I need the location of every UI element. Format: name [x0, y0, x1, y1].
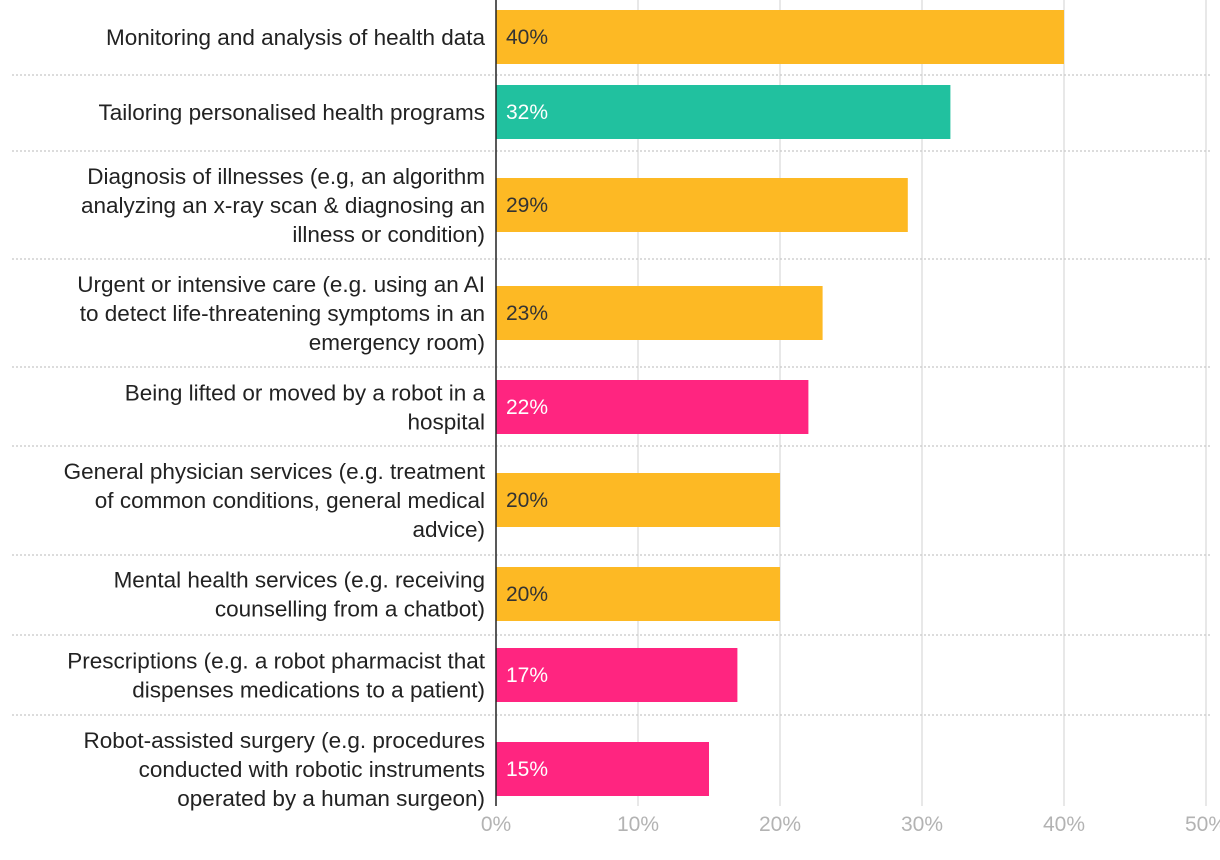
- category-label-line: of common conditions, general medical: [95, 488, 485, 513]
- category-label: Monitoring and analysis of health data: [106, 25, 485, 50]
- category-label-line: Robot-assisted surgery (e.g. procedures: [84, 728, 485, 753]
- category-label-line: conducted with robotic instruments: [139, 757, 485, 782]
- category-label: Diagnosis of illnesses (e.g, an algorith…: [81, 164, 485, 247]
- category-label: Being lifted or moved by a robot in a hos…: [125, 381, 486, 435]
- x-tick-label: 40%: [1043, 813, 1085, 836]
- category-label-line: counselling from a chatbot): [215, 597, 485, 622]
- bar: [496, 567, 780, 621]
- category-label-line: dispenses medications to a patient): [132, 678, 485, 703]
- bar: [496, 10, 1064, 64]
- value-label: 22%: [506, 396, 548, 419]
- category-label: Robot-assisted surgery (e.g. procedures c…: [84, 728, 485, 811]
- value-label: 15%: [506, 758, 548, 781]
- category-label-line: Urgent or intensive care (e.g. using an …: [77, 272, 485, 297]
- category-label-line: Monitoring and analysis of health data: [106, 25, 485, 50]
- category-label-line: to detect life-threatening symptoms in a…: [80, 301, 485, 326]
- value-label: 32%: [506, 101, 548, 124]
- x-tick-label: 10%: [617, 813, 659, 836]
- bar: [496, 85, 951, 139]
- value-label: 40%: [506, 26, 548, 49]
- x-tick-label: 50%: [1185, 813, 1220, 836]
- bar: [496, 742, 709, 796]
- category-label-line: Mental health services (e.g. receiving: [114, 568, 485, 593]
- category-label: Prescriptions (e.g. a robot pharmacist t…: [67, 649, 485, 703]
- x-tick-label: 30%: [901, 813, 943, 836]
- value-label: 20%: [506, 489, 548, 512]
- category-label: Tailoring personalised health programs: [99, 100, 485, 125]
- category-label-line: analyzing an x-ray scan & diagnosing an: [81, 193, 485, 218]
- category-label-line: Diagnosis of illnesses (e.g, an algorith…: [87, 164, 485, 189]
- category-label: General physician services (e.g. treatme…: [64, 459, 486, 542]
- category-label-line: Tailoring personalised health programs: [99, 100, 485, 125]
- category-label-line: Prescriptions (e.g. a robot pharmacist t…: [67, 649, 485, 674]
- bar: [496, 286, 823, 340]
- category-label-line: emergency room): [309, 330, 485, 355]
- category-label-line: illness or condition): [292, 222, 485, 247]
- category-label-line: operated by a human surgeon): [177, 786, 485, 811]
- category-label: Urgent or intensive care (e.g. using an …: [77, 272, 485, 355]
- category-label-line: hospital: [407, 410, 485, 435]
- category-label: Mental health services (e.g. receiving co…: [114, 568, 485, 622]
- value-label: 29%: [506, 194, 548, 217]
- value-label: 17%: [506, 664, 548, 687]
- bar: [496, 178, 908, 232]
- category-label-line: General physician services (e.g. treatme…: [64, 459, 486, 484]
- value-label: 20%: [506, 583, 548, 606]
- category-label-line: advice): [412, 517, 485, 542]
- x-tick-label: 0%: [481, 813, 511, 836]
- value-label: 23%: [506, 302, 548, 325]
- bar: [496, 473, 780, 527]
- bar: [496, 380, 809, 434]
- category-label-line: Being lifted or moved by a robot in a: [125, 381, 486, 406]
- x-tick-label: 20%: [759, 813, 801, 836]
- bar: [496, 648, 738, 702]
